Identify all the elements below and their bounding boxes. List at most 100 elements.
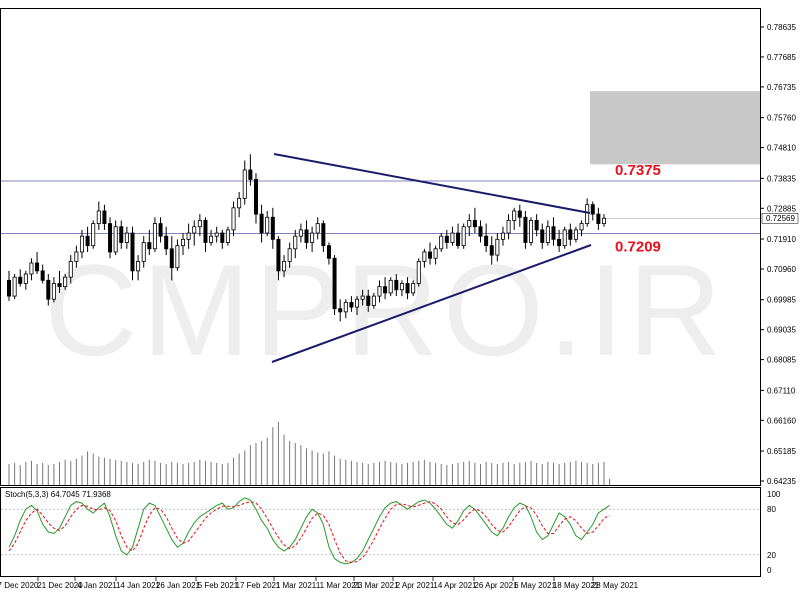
candle-body (225, 229, 230, 243)
candle-body (282, 261, 287, 272)
candle-body (46, 279, 51, 300)
candle-body (35, 262, 40, 272)
candle-body (534, 220, 539, 231)
candle-body (310, 232, 315, 243)
candle-body (596, 213, 601, 224)
candle-body (259, 213, 264, 234)
candle-body (242, 169, 247, 199)
candle-body (383, 286, 388, 294)
price-tick-label: 0.70960 (767, 265, 796, 274)
resistance-zone (590, 91, 760, 165)
candle-body (545, 226, 550, 243)
time-tick-label: 14 Jan 2021 (116, 581, 161, 590)
candle-body (141, 242, 146, 262)
candle-body (85, 235, 90, 247)
candle-body (214, 232, 219, 237)
candle-body (186, 232, 191, 240)
time-tick-label: 11 Mar 2021 (316, 581, 361, 590)
candle-body (484, 235, 489, 247)
candle-body (124, 232, 129, 243)
candle-body (517, 210, 522, 218)
candle-body (557, 238, 562, 247)
candle-body (276, 238, 281, 272)
candle-body (338, 308, 343, 313)
candle-body (355, 298, 360, 308)
candle-body (450, 232, 455, 243)
price-tick-label: 0.64235 (767, 477, 796, 486)
candle-body (136, 261, 141, 272)
price-tick-label: 0.69985 (767, 296, 796, 305)
candle-body (287, 248, 292, 262)
price-tick-label: 0.78635 (767, 23, 796, 32)
time-tick-label: 14 Apr 2021 (433, 581, 477, 590)
time-tick-label: 2 Apr 2021 (396, 581, 435, 590)
price-tick-label: 0.72885 (767, 204, 796, 213)
time-tick-label: 21 Dec 2020 (37, 581, 83, 590)
level-label-0.7375: 0.7375 (615, 162, 661, 179)
candle-body (399, 283, 404, 291)
price-axis: 0.78635 0.77685 0.76735 0.75760 0.74810 0.738… (760, 23, 796, 486)
candle-body (579, 223, 584, 231)
stochastic-k-line (8, 497, 610, 565)
stochastic-level-label: 20 (767, 551, 776, 560)
price-tick-label: 0.68085 (767, 356, 796, 365)
candle-body (96, 210, 101, 224)
volume-bars (8, 422, 611, 485)
candle-body (12, 276, 17, 297)
candle-body (119, 226, 124, 243)
candle-body (298, 229, 303, 237)
candle-body (147, 242, 152, 250)
price-tick-label: 0.77685 (767, 53, 796, 62)
candle-body (40, 270, 45, 281)
candle-body (169, 248, 174, 269)
candle-body (444, 235, 449, 243)
stochastic-level-label: 100 (767, 490, 781, 499)
candle-body (293, 235, 298, 250)
candle-body (197, 220, 202, 228)
price-tick-label: 0.67110 (767, 386, 796, 395)
candle-body (237, 197, 242, 209)
stochastic-label: Stoch(5,3,3) 64.7045 71.9368 (5, 490, 111, 499)
candle-body (7, 279, 12, 297)
price-tick-label: 0.74810 (767, 144, 796, 153)
time-tick-label: 4 Jan 2021 (77, 581, 117, 590)
candle-body (512, 210, 517, 221)
candle-body (529, 220, 534, 243)
candle-body (130, 232, 135, 272)
candle-body (495, 238, 500, 256)
time-tick-label: 18 May 2021 (553, 581, 600, 590)
candle-body (29, 262, 34, 275)
time-tick-label: 5 Feb 2021 (198, 581, 239, 590)
candle-body (192, 226, 197, 234)
stochastic-d-line (8, 501, 610, 563)
price-tick-label: 0.65185 (767, 447, 796, 456)
candle-body (175, 245, 180, 269)
price-tick-label: 0.76735 (767, 83, 796, 92)
candle-body (377, 286, 382, 297)
price-tick-label: 0.71910 (767, 235, 796, 244)
current-price-label: 0.72569 (766, 214, 795, 223)
candle-body (68, 261, 73, 278)
candle-body (158, 223, 163, 237)
candle-body (18, 276, 23, 284)
candle-body (253, 179, 258, 215)
price-tick-label: 0.75760 (767, 114, 796, 123)
candle-body (181, 238, 186, 247)
candle-body (433, 248, 438, 259)
candle-body (439, 235, 444, 250)
time-tick-label: 1 Mar 2021 (276, 581, 317, 590)
candle-body (360, 295, 365, 300)
main-panel-frame (0, 8, 761, 486)
stochastic-levels: 100 80 20 0 (1, 490, 781, 575)
time-tick-label: 26 Jan 2021 (156, 581, 201, 590)
current-price-tag (761, 212, 799, 224)
level-label-0.7209: 0.7209 (615, 238, 661, 255)
candle-body (573, 229, 578, 240)
price-tick-label: 0.66160 (767, 416, 796, 425)
candle-body (411, 283, 416, 294)
candle-body (562, 229, 567, 247)
candle-body (304, 229, 309, 243)
candle-body (590, 204, 595, 215)
candle-body (467, 220, 472, 228)
candle-body (265, 216, 270, 234)
